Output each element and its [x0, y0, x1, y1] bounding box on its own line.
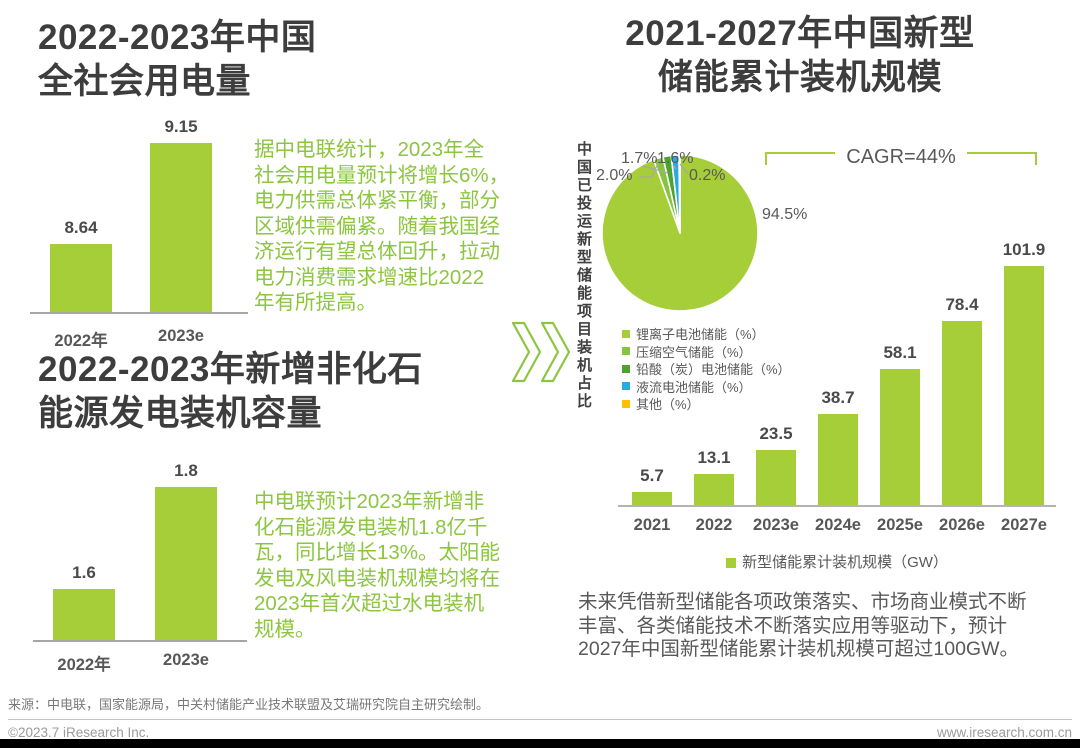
bar-category-label: 2023e — [163, 651, 209, 669]
bar-value-label: 1.6 — [72, 563, 96, 582]
legend-swatch-icon — [622, 347, 630, 356]
chart2-commentary: 中电联预计2023年新增非 化石能源发电装机1.8亿千 瓦，同比增长13%。太阳… — [254, 490, 501, 641]
website-url: www.iresearch.com.cn — [936, 725, 1072, 740]
footer-divider — [8, 719, 1072, 720]
bar-value-label: 101.9 — [1002, 240, 1046, 259]
bar-category-label: 2025e — [877, 516, 923, 534]
bar-2021 — [632, 492, 672, 505]
legend-swatch-icon — [726, 558, 737, 568]
chart3-legend-label: 新型储能累计装机规模（GW） — [742, 554, 948, 571]
bar-value-label: 13.1 — [697, 448, 731, 467]
pie-legend-item: 铅酸（炭）电池储能（%） — [622, 360, 791, 378]
pie-slice-4 — [678, 154, 681, 234]
pie-percent-label: 1.7% — [621, 150, 658, 167]
bar-value-label: 38.7 — [821, 388, 855, 407]
bar-category-label: 2022年 — [54, 332, 108, 350]
bar-2023e — [150, 143, 212, 312]
pie-legend-label: 锂离子电池储能（%） — [636, 327, 765, 343]
nonfossil-capacity-chart: 1.6 2022年 1.8 2023e — [33, 461, 247, 674]
bar-value-label: 1.8 — [174, 461, 198, 480]
bar-category-label: 2021 — [633, 516, 671, 534]
chart2-title: 2022-2023年新增非化石 能源发电装机容量 — [38, 350, 423, 433]
chart3-legend: 新型储能累计装机规模（GW） — [618, 551, 1056, 572]
storage-cumulative-capacity-chart: 5.7 2021 13.1 2022 23.5 2023e 38.7 2024e 58.1 202… — [618, 240, 1056, 534]
chart1-commentary: 据中电联统计，2023年全 社会用电量预计将增长6%， 电力供需总体紧平衡，部分… — [254, 138, 510, 314]
bar-value-label: 78.4 — [945, 295, 979, 314]
bar-value-label: 58.1 — [883, 343, 917, 362]
bar-category-label: 2027e — [1001, 516, 1047, 534]
pie-percent-label: 2.0% — [596, 167, 633, 184]
bar-value-label: 9.15 — [164, 117, 198, 136]
pie-legend-item: 液流电池储能（%） — [622, 378, 791, 396]
bar-2024e — [818, 414, 858, 505]
pie-percent-label: 94.5% — [762, 206, 808, 223]
right-commentary: 未来凭借新型储能各项政策落实、市场商业模式不断 丰富、各类储能技术不断落实应用等… — [578, 591, 1027, 660]
cagr-bracket — [765, 152, 1037, 165]
bar-2026e — [942, 321, 982, 505]
legend-swatch-icon — [622, 399, 630, 408]
bar-2022年 — [50, 244, 112, 312]
bar-value-label: 5.7 — [640, 466, 664, 485]
pie-legend-label: 铅酸（炭）电池储能（%） — [636, 362, 791, 378]
bar-value-label: 23.5 — [759, 424, 793, 443]
pie-legend-label: 压缩空气储能（%） — [636, 344, 752, 360]
bar-category-label: 2026e — [939, 516, 985, 534]
chart3-x-axis — [618, 505, 1056, 507]
right-title: 2021-2027年中国新型 储能累计装机规模 — [625, 14, 975, 97]
chart2-x-axis — [33, 640, 247, 642]
pie-percent-label: 0.2% — [689, 167, 726, 184]
copyright-text: ©2023.7 iResearch Inc. — [8, 725, 150, 740]
bar-category-label: 2022 — [695, 516, 733, 534]
electricity-consumption-chart: 8.64 2022年 9.15 2023e — [30, 117, 250, 350]
legend-swatch-icon — [622, 364, 630, 373]
cagr-annotation: CAGR=44% — [765, 146, 1037, 172]
bar-value-label: 8.64 — [64, 218, 98, 237]
pie-legend-label: 液流电池储能（%） — [636, 379, 752, 395]
bar-2023e — [756, 450, 796, 505]
pie-legend-label: 其他（%） — [636, 397, 700, 413]
chart1-x-axis — [30, 312, 248, 314]
double-chevron-icon — [512, 321, 571, 383]
source-note: 来源：中电联，国家能源局，中关村储能产业技术联盟及艾瑞研究院自主研究绘制。 — [8, 697, 490, 712]
storage-mix-pie-chart — [601, 154, 759, 312]
bar-category-label: 2023e — [158, 327, 204, 345]
legend-swatch-icon — [622, 382, 630, 391]
footer-black-bar — [0, 739, 1080, 748]
pie-percent-label: 1.6% — [657, 150, 694, 167]
bar-2022年 — [53, 589, 115, 640]
bar-2027e — [1004, 266, 1044, 505]
pie-legend-item: 压缩空气储能（%） — [622, 343, 791, 361]
legend-swatch-icon — [622, 329, 630, 338]
bar-2023e — [155, 487, 217, 640]
pie-leader-lines — [639, 160, 689, 178]
bar-2022 — [694, 474, 734, 505]
bar-category-label: 2022年 — [57, 656, 111, 674]
pie-legend-item: 锂离子电池储能（%） — [622, 325, 791, 343]
pie-axis-label: 中国已投运新型储能项目装机占比 — [575, 141, 592, 411]
bar-category-label: 2024e — [815, 516, 861, 534]
bar-2025e — [880, 369, 920, 505]
pie-legend: 锂离子电池储能（%） 压缩空气储能（%） 铅酸（炭）电池储能（%） 液流电池储能（%）… — [622, 325, 791, 413]
bar-category-label: 2023e — [753, 516, 799, 534]
pie-legend-item: 其他（%） — [622, 395, 791, 413]
chart1-title: 2022-2023年中国 全社会用电量 — [38, 18, 317, 101]
cagr-label: CAGR=44% — [846, 146, 956, 168]
